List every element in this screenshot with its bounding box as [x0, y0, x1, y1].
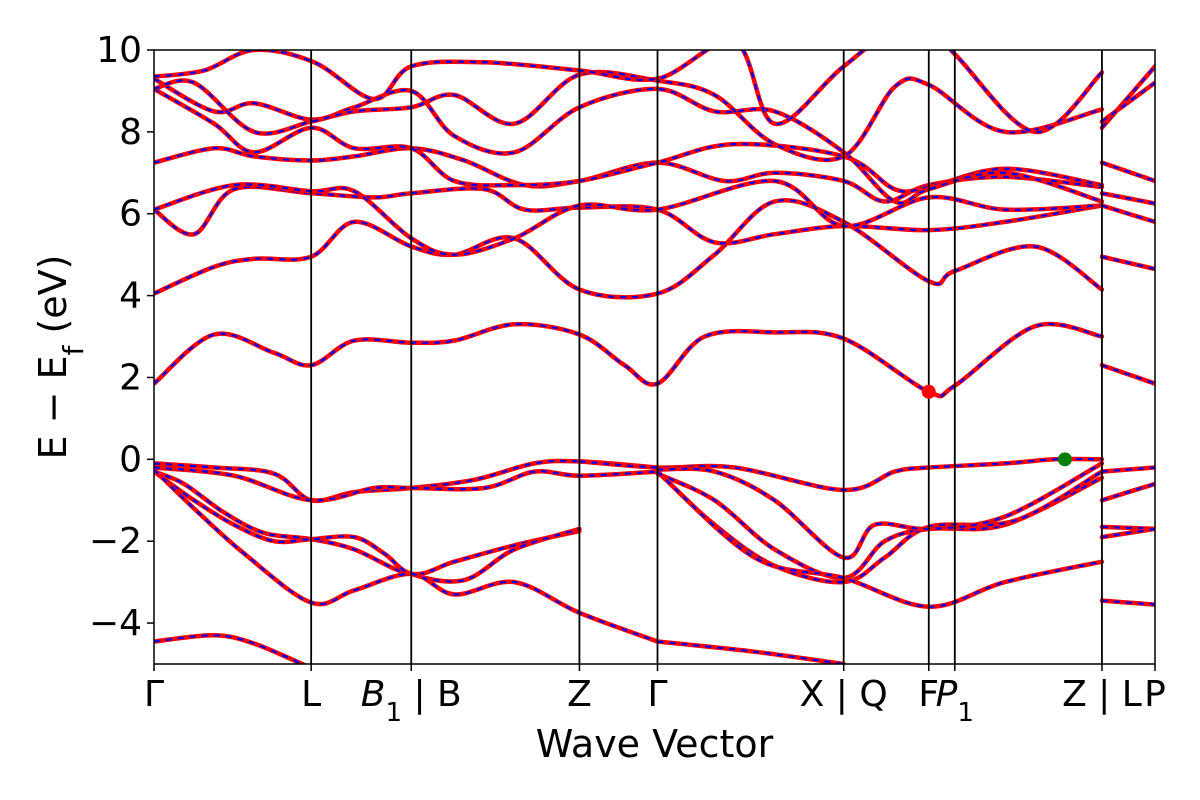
band-dash-31 [1101, 527, 1155, 539]
x-tick-label-5: X | Q [800, 674, 888, 715]
band-dash-4 [154, 459, 658, 502]
y-tick-label-2: 0 [119, 439, 142, 480]
band-dash-7 [657, 472, 1103, 580]
y-axis-ticks: −4 −2 0 2 4 6 8 10 [89, 30, 154, 644]
x-tick-label-4: Γ [647, 674, 667, 715]
band-dash-1 [154, 470, 580, 576]
x-tick-label-9: P [1144, 674, 1166, 715]
high-symmetry-lines [310, 50, 1103, 664]
band-edge-markers [921, 384, 1072, 467]
band-dash-18 [154, 77, 1103, 205]
x-tick-label-3: Z [567, 674, 592, 715]
band-dash-11 [657, 640, 844, 664]
band-dash-2 [154, 470, 580, 583]
cbm-marker [921, 384, 936, 399]
band-dash-22 [1101, 81, 1155, 123]
band-dash-28 [1101, 466, 1155, 473]
band-dash-17 [154, 87, 1103, 193]
x-tick-label-7: P1 [936, 674, 974, 728]
vbm-marker [1057, 452, 1072, 467]
x-tick-label-8: Z | L [1062, 674, 1142, 715]
y-axis-label-main: E − E [31, 355, 75, 459]
band-dash-32 [1101, 599, 1155, 606]
band-dash-0 [154, 634, 305, 664]
y-axis-label: E − Ef (eV) [31, 255, 90, 460]
band-dash-29 [1101, 482, 1155, 502]
band-dash-21 [1101, 65, 1155, 129]
y-tick-label-6: 8 [119, 112, 142, 153]
y-tick-label-4: 4 [119, 276, 142, 317]
band-dash-13 [154, 199, 1103, 299]
band-dash-27 [1101, 364, 1155, 385]
y-tick-label-3: 2 [119, 357, 142, 398]
band-dash-25 [1101, 204, 1155, 223]
y-axis-label-subscript: f [57, 344, 90, 355]
band-dash-10 [656, 470, 1103, 608]
band-dash-24 [1101, 192, 1155, 205]
plot-frame [153, 49, 1156, 665]
band-line-3 [154, 467, 660, 644]
y-tick-label-7: 10 [96, 30, 142, 71]
y-tick-label-5: 6 [119, 194, 142, 235]
band-dash-23 [1101, 161, 1155, 183]
x-tick-label-1: L [301, 674, 321, 715]
y-axis-label-unit: (eV) [31, 255, 75, 346]
x-axis-label: Wave Vector [536, 722, 774, 766]
band-dash-9 [657, 462, 1103, 559]
band-line-12 [154, 321, 1105, 399]
y-tick-label-1: −2 [89, 521, 142, 562]
x-tick-label-2: B1 | B [361, 674, 462, 728]
band-dash-26 [1101, 255, 1155, 271]
y-tick-label-0: −4 [89, 603, 142, 644]
x-tick-label-0: Γ [144, 674, 164, 715]
band-dash-5 [154, 466, 658, 502]
x-tick-label-6: F [918, 674, 939, 715]
